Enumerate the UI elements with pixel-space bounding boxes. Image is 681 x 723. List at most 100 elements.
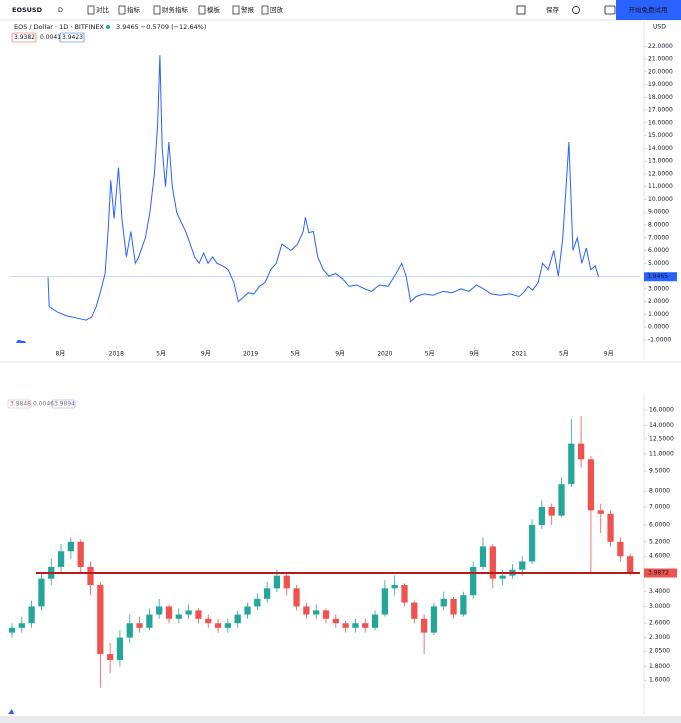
logo-icon xyxy=(16,339,26,343)
candle-body xyxy=(273,575,281,589)
y-tick-label: 20.0000 xyxy=(648,68,673,75)
hline-badge xyxy=(644,568,677,578)
candle-body xyxy=(460,595,467,615)
interval[interactable]: D xyxy=(58,6,63,14)
price-line xyxy=(47,55,600,321)
x-tick-label: 2018 xyxy=(109,351,124,358)
candle-body xyxy=(244,606,251,615)
candle-body xyxy=(332,618,339,624)
candle-body xyxy=(165,606,173,619)
y-tick-label: 16.0000 xyxy=(649,406,674,413)
candle-body xyxy=(87,566,94,586)
x-tick-label: 5月 xyxy=(425,351,435,358)
symbol[interactable]: EOSUSD xyxy=(12,6,43,14)
y-tick-label: 14.0000 xyxy=(649,422,674,429)
y-tick-label: 6.0000 xyxy=(649,522,670,529)
currency: USD xyxy=(653,24,666,31)
toolbar-item[interactable]: 回放 xyxy=(270,5,284,14)
y-tick-label: 3.0000 xyxy=(648,285,669,292)
chart-title: EOS / Dollar · 1D · BITFINEX xyxy=(14,23,104,31)
candle-body xyxy=(381,588,389,615)
candle-body xyxy=(224,623,232,628)
legend-value: 0.0041 xyxy=(40,34,61,41)
legend-value: 3.9894 xyxy=(54,401,75,408)
y-tick-label: 21.0000 xyxy=(648,56,673,63)
y-tick-label: 2.0500 xyxy=(649,648,670,655)
last-price-badge xyxy=(644,272,677,282)
y-tick-label: 1.8000 xyxy=(649,663,670,670)
candle-body xyxy=(175,614,182,619)
toolbar-item[interactable]: 对比 xyxy=(96,5,110,14)
y-tick-label: 14.0000 xyxy=(648,145,673,152)
candle-body xyxy=(587,459,595,511)
y-tick-label: 16.0000 xyxy=(648,119,673,126)
candle-body xyxy=(362,623,369,628)
cta-button[interactable] xyxy=(616,0,681,20)
x-tick-label: 5月 xyxy=(559,351,569,358)
legend-value: 0.0046 xyxy=(33,401,54,408)
y-tick-label: 2.6000 xyxy=(649,620,670,627)
y-tick-label: 1.0000 xyxy=(648,311,669,318)
candle-body xyxy=(519,561,526,570)
y-tick-label: 8.0000 xyxy=(649,488,670,495)
candle-body xyxy=(420,618,428,633)
candle-body xyxy=(214,623,222,628)
candle-body xyxy=(234,614,241,624)
candle-body xyxy=(8,627,16,633)
cta-label[interactable]: 开始免费试用 xyxy=(629,5,668,14)
candle-body xyxy=(303,606,310,615)
candle-body xyxy=(195,610,202,619)
x-tick-label: 9月 xyxy=(469,351,479,358)
toolbar-item[interactable]: 财务指标 xyxy=(162,5,189,14)
camera-icon[interactable] xyxy=(604,5,616,15)
toolbar-item[interactable]: 警报 xyxy=(241,5,255,14)
y-tick-label: 5.2000 xyxy=(649,538,670,545)
candle-body xyxy=(254,598,261,607)
y-tick-label: 6.0000 xyxy=(648,247,669,254)
y-tick-label: 5.0000 xyxy=(648,260,669,267)
candle-body xyxy=(146,614,153,628)
x-tick-label: 2019 xyxy=(243,351,258,358)
candle-body xyxy=(528,525,536,562)
toolbar-item[interactable]: 模板 xyxy=(207,5,221,14)
x-tick-label: 2021 xyxy=(512,351,527,358)
y-tick-label: 22.0000 xyxy=(648,43,673,50)
candle-body xyxy=(430,606,438,633)
toolbar-item[interactable]: 指标 xyxy=(127,5,141,14)
y-tick-label: 7.0000 xyxy=(648,234,669,241)
candle-body xyxy=(479,546,487,567)
candle-body xyxy=(67,541,75,552)
candle-body xyxy=(136,623,143,628)
candle-body xyxy=(185,610,192,615)
x-tick-label: 9月 xyxy=(335,351,345,358)
toolbar xyxy=(0,0,681,20)
hline-label: 3.9872 xyxy=(648,570,669,577)
candle-body xyxy=(18,623,25,628)
settings-icon[interactable] xyxy=(572,6,580,14)
candle-body xyxy=(568,443,575,485)
toolbar-icon xyxy=(198,5,206,15)
candle-body xyxy=(391,585,398,589)
y-tick-label: 7.0000 xyxy=(649,503,670,510)
x-tick-label: 8月 xyxy=(55,351,65,358)
candle-body xyxy=(263,588,271,599)
toolbar-icon xyxy=(87,5,95,15)
checkbox-icon[interactable] xyxy=(516,5,526,15)
legend-box xyxy=(7,399,32,409)
x-tick-label: 5月 xyxy=(156,351,166,358)
candle-body xyxy=(293,588,300,607)
candle-body xyxy=(57,551,65,567)
toolbar-icon xyxy=(261,5,269,15)
price-info: 3.9465 −0.5709 (−12.64%) xyxy=(116,23,206,31)
candle-body xyxy=(38,578,45,607)
candle-body xyxy=(116,637,124,661)
y-tick-label: 12.0000 xyxy=(648,170,673,177)
save-button[interactable]: 保存 xyxy=(546,5,560,14)
candle-body xyxy=(411,602,418,619)
legend-value: 3.9382 xyxy=(14,34,35,41)
candle-body xyxy=(156,606,163,615)
y-tick-label: 4.6000 xyxy=(649,553,670,560)
candle-body xyxy=(548,506,555,516)
candle-body xyxy=(371,614,379,628)
candle-body xyxy=(313,610,320,615)
